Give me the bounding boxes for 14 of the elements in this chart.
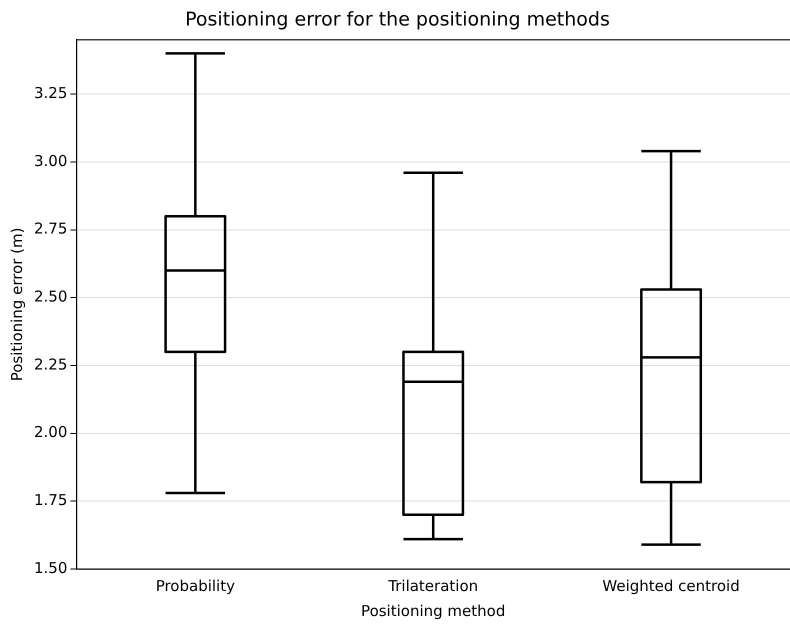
y-tick-label: 2.50: [34, 288, 68, 306]
y-tick-label: 3.00: [34, 152, 68, 170]
y-axis-title: Positioning error (m): [8, 228, 26, 382]
x-tick-label: Probability: [156, 576, 236, 595]
chart-title: Positioning error for the positioning methods: [185, 8, 610, 30]
x-axis-title: Positioning method: [361, 602, 506, 620]
y-tick-label: 1.75: [34, 491, 68, 510]
y-tick-label: 3.25: [34, 84, 68, 102]
y-tick-label: 2.75: [34, 220, 68, 238]
y-tick-label: 2.25: [34, 355, 68, 374]
y-tick-label: 2.00: [34, 423, 68, 442]
x-tick-label: Trilateration: [387, 576, 478, 595]
y-tick-label: 1.50: [34, 558, 68, 577]
x-tick-label: Weighted centroid: [602, 576, 740, 595]
